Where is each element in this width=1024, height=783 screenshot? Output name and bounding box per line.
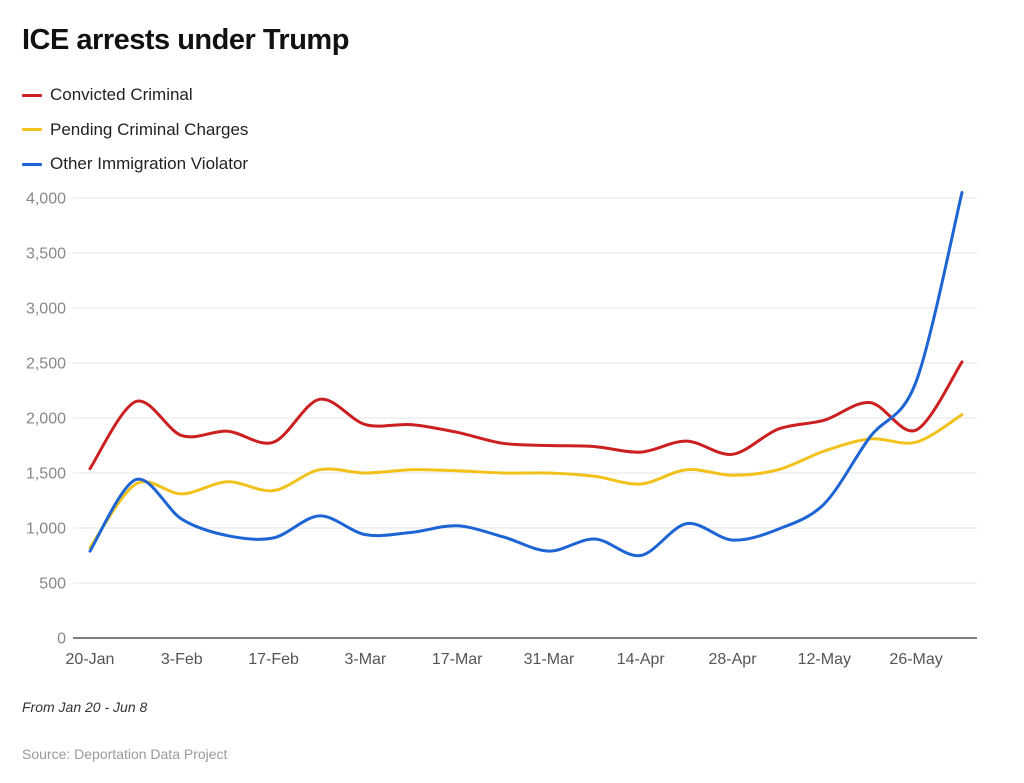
x-tick-label: 12-May bbox=[798, 651, 851, 668]
x-tick-label: 20-Jan bbox=[66, 651, 115, 668]
legend-swatch-convicted-criminal bbox=[22, 93, 42, 97]
y-tick-label: 1,000 bbox=[26, 521, 66, 538]
gridlines bbox=[73, 197, 977, 584]
legend-swatch-pending-criminal-charges bbox=[22, 128, 42, 132]
x-tick-label: 26-May bbox=[889, 651, 942, 668]
series-line-convicted-criminal bbox=[88, 360, 964, 471]
y-tick-label: 3,500 bbox=[26, 246, 66, 263]
y-tick-label: 3,000 bbox=[26, 301, 66, 318]
chart-source: Source: Deportation Data Project bbox=[22, 746, 228, 762]
y-tick-label: 2,000 bbox=[26, 411, 66, 428]
x-tick-label: 3-Feb bbox=[161, 651, 203, 668]
chart-note: From Jan 20 - Jun 8 bbox=[22, 699, 148, 715]
legend-item-convicted-criminal: Convicted Criminal bbox=[22, 78, 248, 113]
y-tick-label: 1,500 bbox=[26, 466, 66, 483]
x-tick-label: 31-Mar bbox=[524, 651, 575, 668]
legend-label-pending-criminal-charges: Pending Criminal Charges bbox=[50, 119, 249, 139]
legend-label-other-immigration-violator: Other Immigration Violator bbox=[50, 154, 249, 174]
legend-swatch-other-immigration-violator bbox=[22, 162, 42, 166]
x-tick-label: 14-Apr bbox=[617, 651, 666, 668]
y-axis-tick-labels: 0 500 1,000 1,500 2,000 2,500 3,000 3,500 4,000 bbox=[26, 191, 66, 648]
y-tick-label: 0 bbox=[57, 631, 66, 648]
legend-label-convicted-criminal: Convicted Criminal bbox=[50, 85, 193, 105]
chart-title: ICE arrests under Trump bbox=[22, 24, 349, 56]
x-tick-label: 3-Mar bbox=[344, 651, 386, 668]
legend-item-other-immigration-violator: Other Immigration Violator bbox=[22, 147, 248, 182]
legend: Convicted Criminal Pending Criminal Char… bbox=[22, 78, 248, 182]
x-tick-label: 17-Feb bbox=[248, 651, 299, 668]
x-axis-tick-labels: 20-Jan 3-Feb 17-Feb 3-Mar 17-Mar 31-Mar 14-Apr… bbox=[66, 651, 943, 668]
x-tick-label: 17-Mar bbox=[432, 651, 483, 668]
y-tick-label: 500 bbox=[39, 576, 66, 593]
y-tick-label: 2,500 bbox=[26, 356, 66, 373]
series-line-pending-criminal-charges bbox=[88, 413, 964, 550]
series-line-other-immigration-violator bbox=[88, 191, 964, 558]
series-lines bbox=[88, 191, 964, 558]
x-tick-label: 28-Apr bbox=[709, 651, 758, 668]
y-tick-label: 4,000 bbox=[26, 191, 66, 208]
legend-item-pending-criminal-charges: Pending Criminal Charges bbox=[22, 113, 248, 148]
